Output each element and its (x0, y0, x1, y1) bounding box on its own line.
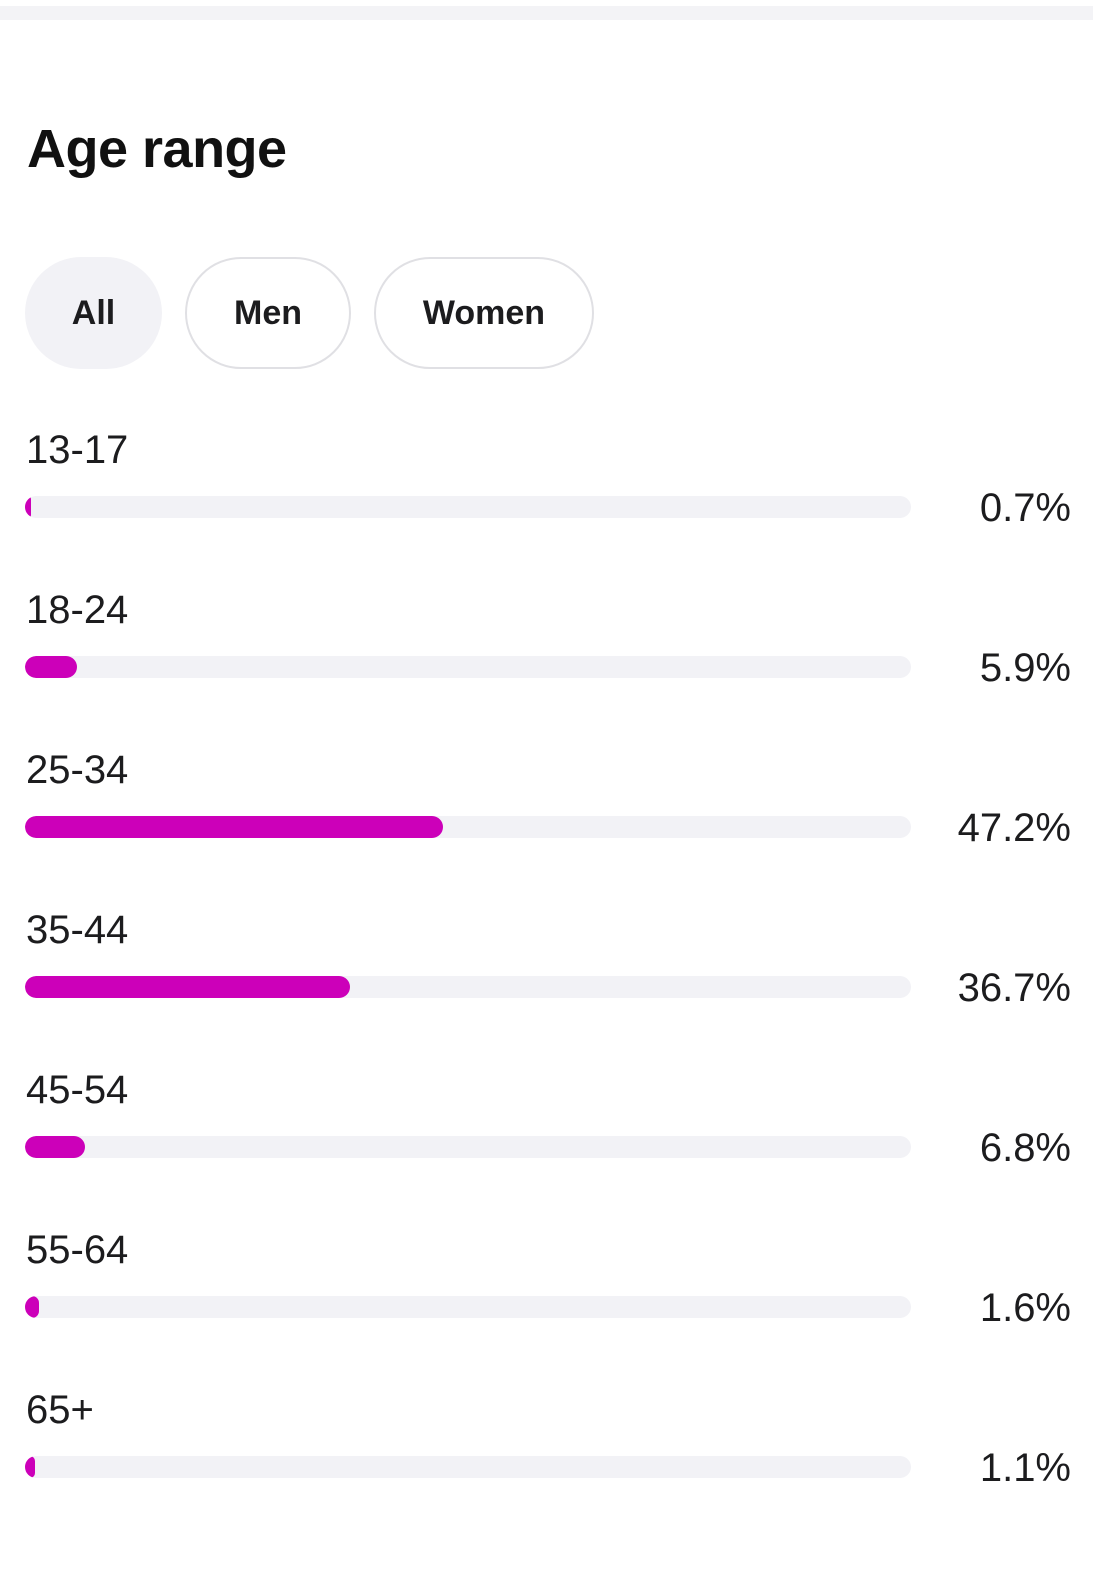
age-label: 35-44 (26, 908, 129, 952)
bar-fill (25, 1136, 86, 1158)
bar-fill (25, 1296, 40, 1318)
filter-chip-all[interactable]: All (25, 257, 162, 369)
top-divider (0, 6, 1093, 20)
age-label: 65+ (26, 1388, 94, 1432)
bar-value: 0.7% (979, 486, 1071, 530)
bar-track (25, 1296, 911, 1318)
bar-fill (25, 656, 78, 678)
filter-chip-men[interactable]: Men (185, 257, 351, 369)
bar-value: 47.2% (957, 806, 1071, 850)
bar-fill (25, 1456, 35, 1478)
bar-fill (25, 816, 444, 838)
age-label: 55-64 (26, 1228, 129, 1272)
section-title: Age range (27, 119, 287, 179)
age-row: 13-17 0.7% (0, 426, 1093, 586)
age-label: 13-17 (26, 428, 129, 472)
filter-chip-women[interactable]: Women (374, 257, 594, 369)
bar-value: 5.9% (979, 646, 1071, 690)
bar-track (25, 656, 911, 678)
bar-fill (25, 496, 32, 518)
age-row: 65+ 1.1% (0, 1386, 1093, 1546)
filter-chip-label: All (71, 293, 116, 332)
bar-track (25, 496, 911, 518)
bar-value: 1.1% (979, 1446, 1071, 1490)
filter-chip-label: Men (234, 293, 302, 332)
bar-value: 36.7% (957, 966, 1071, 1010)
filter-chip-label: Women (422, 293, 546, 332)
age-label: 18-24 (26, 588, 129, 632)
age-row: 55-64 1.6% (0, 1226, 1093, 1386)
bar-fill (25, 976, 351, 998)
age-row: 35-44 36.7% (0, 906, 1093, 1066)
age-label: 45-54 (26, 1068, 129, 1112)
bar-track (25, 816, 911, 838)
bar-value: 6.8% (979, 1126, 1071, 1170)
bar-track (25, 1456, 911, 1478)
age-row: 45-54 6.8% (0, 1066, 1093, 1226)
age-row: 25-34 47.2% (0, 746, 1093, 906)
age-row: 18-24 5.9% (0, 586, 1093, 746)
bar-value: 1.6% (979, 1286, 1071, 1330)
bar-track (25, 1136, 911, 1158)
bar-track (25, 976, 911, 998)
age-label: 25-34 (26, 748, 129, 792)
